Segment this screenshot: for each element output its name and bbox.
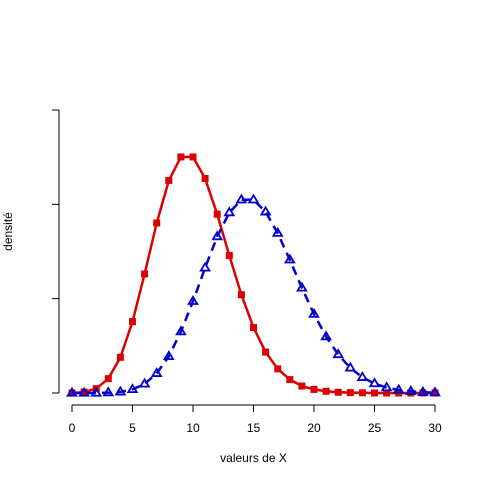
- data-point: [211, 230, 224, 241]
- data-point: [247, 193, 260, 204]
- series-line: [71, 155, 435, 395]
- data-point: [223, 206, 236, 217]
- data-point: [320, 330, 332, 341]
- data-point: [66, 386, 78, 397]
- data-point: [138, 377, 151, 388]
- data-point: [344, 361, 357, 372]
- data-point: [129, 318, 136, 326]
- data-point: [237, 291, 245, 299]
- data-point: [225, 251, 233, 259]
- data-point: [141, 270, 149, 278]
- x-tick-label: 0: [69, 421, 76, 435]
- series-2: [66, 193, 441, 397]
- x-ticks: 0 5 10 15 20 25 30: [69, 405, 442, 435]
- x-tick-label: 20: [307, 421, 321, 435]
- data-point: [310, 385, 318, 393]
- data-point: [356, 371, 369, 381]
- x-tick-label: 30: [428, 421, 442, 435]
- data-point: [104, 375, 112, 383]
- data-point: [417, 385, 429, 396]
- data-point: [175, 325, 187, 336]
- data-point: [259, 205, 272, 216]
- data-point: [235, 193, 248, 204]
- data-point: [262, 348, 270, 356]
- x-tick-label: 10: [186, 421, 200, 435]
- data-point: [358, 389, 366, 397]
- x-tick-label: 15: [247, 421, 261, 435]
- data-point: [199, 261, 211, 272]
- data-point: [153, 219, 161, 227]
- series-1: [68, 153, 439, 397]
- y-ticks: [52, 109, 59, 394]
- data-point: [392, 383, 405, 394]
- data-point: [78, 386, 90, 397]
- data-point: [296, 281, 308, 292]
- data-point: [165, 177, 173, 185]
- plot-series: [66, 153, 441, 397]
- data-point: [429, 386, 441, 397]
- data-point: [332, 348, 345, 359]
- data-point: [346, 389, 354, 397]
- data-point: [371, 389, 378, 397]
- series-line: [72, 198, 436, 395]
- data-point: [271, 226, 284, 237]
- data-point: [102, 386, 115, 397]
- data-point: [189, 153, 197, 161]
- data-point: [404, 385, 417, 395]
- data-point: [308, 307, 320, 318]
- x-tick-label: 25: [368, 421, 382, 435]
- data-point: [187, 295, 199, 305]
- data-point: [298, 382, 306, 390]
- y-axis-label: densité: [1, 212, 15, 251]
- data-point: [162, 350, 175, 361]
- x-tick-label: 5: [129, 421, 136, 435]
- data-point: [201, 174, 209, 182]
- x-axis-label: valeurs de X: [220, 451, 287, 465]
- data-point: [213, 210, 221, 218]
- data-point: [114, 385, 127, 396]
- data-point: [177, 153, 185, 161]
- data-point: [90, 386, 103, 397]
- data-point: [380, 381, 393, 392]
- data-point: [322, 387, 330, 395]
- axes: 0 5 10 15 20 25 30: [52, 109, 442, 435]
- data-point: [250, 324, 257, 332]
- data-point: [283, 253, 296, 264]
- data-point: [368, 377, 381, 388]
- data-point: [286, 376, 294, 384]
- data-point: [126, 383, 139, 394]
- data-point: [150, 367, 163, 377]
- data-point: [274, 365, 282, 373]
- data-point: [334, 388, 342, 396]
- data-point: [116, 353, 124, 361]
